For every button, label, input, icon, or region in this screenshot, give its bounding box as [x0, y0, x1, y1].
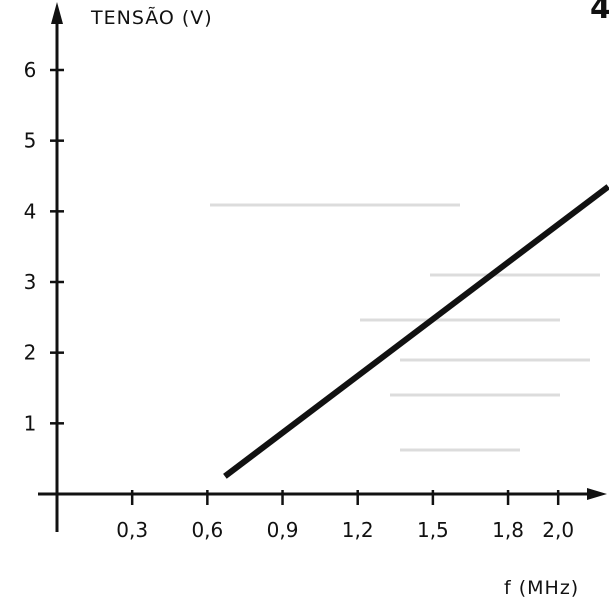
x-axis-ticks: 0,3 0,6 0,9 1,2 1,5 1,8 2,0	[116, 490, 574, 542]
y-tick-label: 6	[24, 58, 37, 82]
x-tick-label: 0,3	[116, 518, 148, 542]
x-tick-label: 1,2	[342, 518, 374, 542]
y-axis-arrow	[51, 2, 63, 24]
y-tick-label: 2	[24, 341, 37, 365]
series-line	[223, 184, 609, 479]
x-tick-label: 0,9	[267, 518, 299, 542]
y-tick-label: 5	[24, 129, 37, 153]
x-tick-label: 1,5	[417, 518, 449, 542]
background-ghost-marks	[210, 203, 600, 452]
series-layer	[223, 184, 609, 479]
y-axis-title: TENSÃO (V)	[90, 6, 213, 29]
x-axis-title: f (MHz)	[504, 577, 579, 599]
page-number: 4	[590, 0, 609, 26]
y-axis-ticks: 1 2 3 4 5 6	[24, 58, 64, 435]
y-tick-label: 4	[24, 199, 37, 223]
x-tick-label: 1,8	[492, 518, 524, 542]
x-tick-label: 2,0	[542, 518, 574, 542]
x-tick-label: 0,6	[191, 518, 223, 542]
y-tick-label: 1	[24, 411, 37, 435]
x-axis-arrow	[587, 488, 607, 500]
y-tick-label: 3	[24, 270, 37, 294]
